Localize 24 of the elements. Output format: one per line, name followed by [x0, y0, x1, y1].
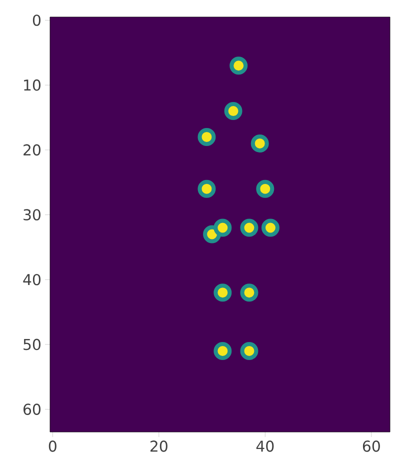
point — [240, 342, 258, 360]
x-tick-label: 20 — [150, 440, 168, 452]
y-tick-label: 60 — [24, 404, 40, 415]
point — [240, 218, 258, 237]
point — [261, 218, 280, 237]
point — [256, 180, 274, 198]
point — [214, 218, 232, 237]
point — [224, 102, 242, 120]
point — [250, 134, 269, 152]
point — [214, 284, 232, 302]
point — [198, 180, 216, 198]
point — [230, 56, 248, 75]
point — [214, 342, 232, 360]
y-tick-label: 20 — [24, 144, 40, 156]
y-tick-label: 40 — [23, 274, 40, 286]
y-tick-label: 30 — [24, 209, 40, 220]
y-tick-label: 0 — [32, 14, 40, 26]
x-tick-label: 40 — [256, 440, 274, 452]
point — [198, 128, 216, 146]
x-tick-label: 60 — [362, 440, 380, 452]
x-tick-label: 0 — [48, 440, 56, 452]
point — [240, 284, 258, 302]
y-tick-label: 10 — [24, 79, 40, 91]
y-tick-label: 50 — [24, 338, 40, 350]
